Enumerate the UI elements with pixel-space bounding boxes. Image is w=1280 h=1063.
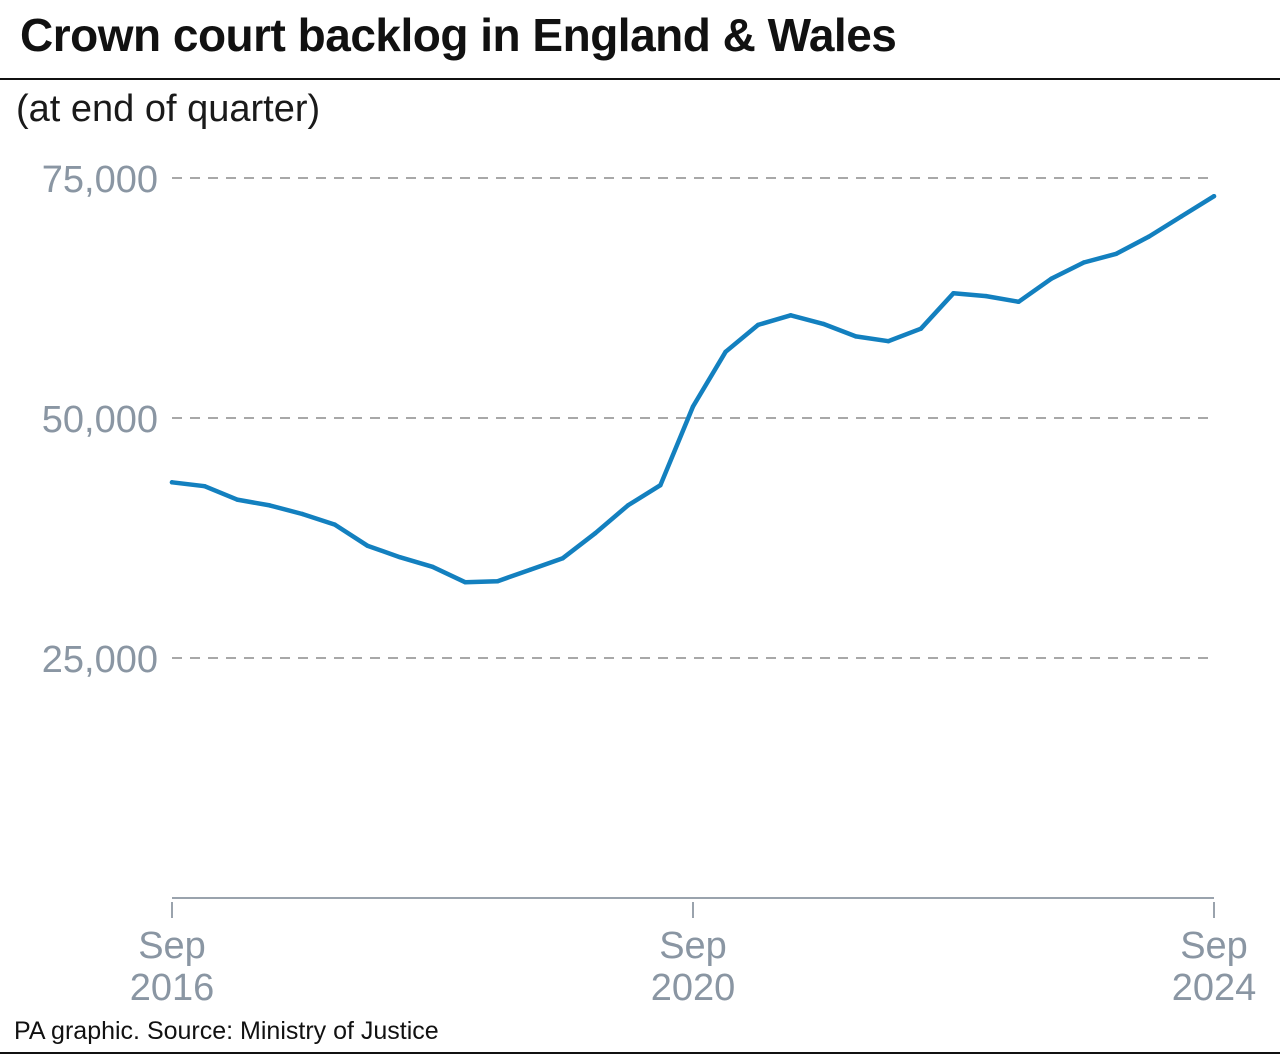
data-point [462, 580, 468, 585]
data-point [1081, 260, 1087, 265]
data-point [267, 503, 272, 508]
y-tick-label: 75,000 [42, 159, 158, 201]
data-point [300, 511, 305, 517]
data-point [365, 543, 370, 548]
data-point [788, 313, 793, 318]
data-point [951, 291, 956, 296]
data-point [755, 322, 761, 328]
x-tick-label-month: Sep [659, 925, 727, 967]
point-layer [169, 194, 1217, 585]
data-point [430, 564, 435, 569]
data-point [690, 404, 696, 409]
data-point [495, 579, 500, 584]
chart-subtitle: (at end of quarter) [16, 88, 321, 130]
data-point [1114, 251, 1119, 256]
data-point [1146, 234, 1152, 239]
title-divider [0, 78, 1280, 80]
data-point [202, 484, 207, 489]
data-point [658, 483, 663, 488]
data-point [332, 522, 337, 527]
data-point [1179, 214, 1184, 219]
data-point [1016, 299, 1021, 304]
x-tick-label-year: 2020 [651, 967, 736, 1009]
chart-title: Crown court backlog in England & Wales [20, 9, 897, 61]
gridlines [172, 177, 1214, 659]
data-point [886, 339, 891, 344]
data-point [918, 326, 924, 331]
data-point [528, 567, 533, 572]
bottom-divider [0, 1052, 1280, 1054]
data-point [625, 503, 631, 508]
data-point [821, 321, 826, 327]
y-axis-labels: 75,000 50,000 25,000 [42, 159, 158, 681]
x-tick-label-year: 2024 [1172, 967, 1257, 1009]
data-point [983, 293, 989, 299]
series-layer [169, 193, 1217, 585]
data-point [853, 334, 858, 339]
data-point [234, 497, 240, 502]
x-tick-label-month: Sep [1180, 925, 1248, 967]
data-point [169, 480, 175, 485]
data-point [593, 531, 598, 536]
source-note: PA graphic. Source: Ministry of Justice [14, 1017, 439, 1045]
y-tick-label: 25,000 [42, 639, 158, 681]
data-point [560, 556, 565, 561]
data-point [1211, 194, 1217, 199]
series-line [169, 193, 1217, 585]
data-point [723, 349, 728, 354]
x-tick-label-month: Sep [138, 925, 206, 967]
y-tick-label: 50,000 [42, 399, 158, 441]
x-tick-label-year: 2016 [130, 967, 215, 1009]
data-point [397, 555, 403, 560]
data-point [1049, 276, 1054, 281]
